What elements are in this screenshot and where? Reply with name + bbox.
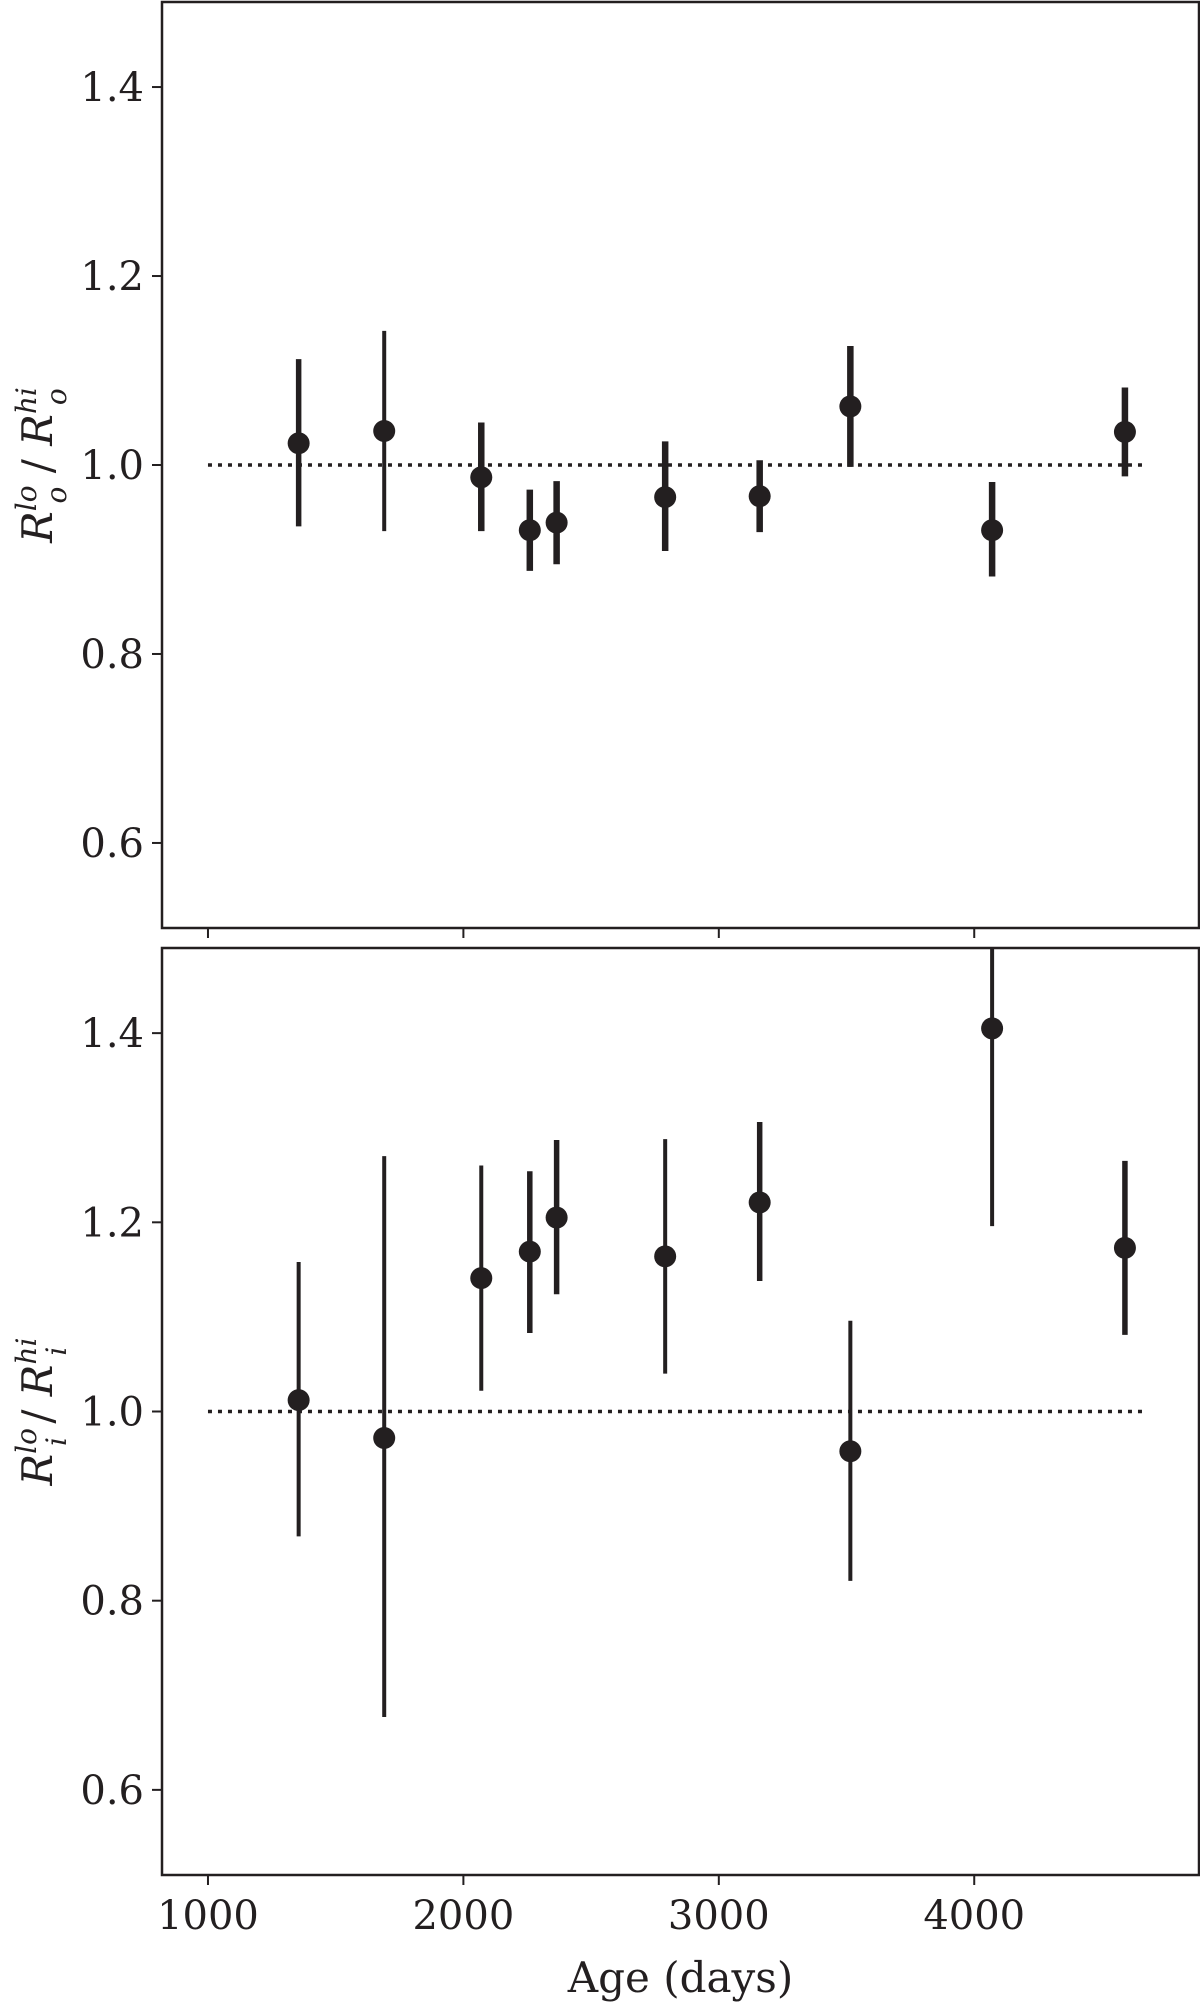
data-point (748, 485, 771, 508)
data-point (981, 1017, 1004, 1040)
y-tick-label: 1.4 (80, 65, 144, 111)
y-tick-label: 0.6 (80, 821, 144, 867)
data-point (470, 1267, 493, 1290)
axes-frame (160, 0, 1200, 930)
data-point (470, 466, 493, 489)
x-axis-label: Age (days) (567, 1953, 793, 2002)
data-point (518, 1240, 541, 1263)
data-point (1113, 420, 1136, 443)
y-tick-label: 0.8 (80, 632, 144, 678)
data-point (518, 519, 541, 542)
data-point (981, 519, 1004, 542)
y-tick-label: 1.0 (80, 1390, 144, 1436)
y-tick-label: 1.0 (80, 443, 144, 489)
top-panel: 0.6 0.8 1.0 1.2 1.4 Rloo / Rhio (10, 0, 1200, 938)
data-point (839, 395, 862, 418)
data-point (287, 432, 310, 455)
y-axis-label: Rloi / Rhii (10, 1338, 73, 1487)
data-point (373, 1426, 396, 1449)
data-point (654, 1245, 677, 1268)
data-point (545, 511, 568, 534)
data-point (839, 1440, 862, 1463)
y-tick-label: 1.2 (80, 254, 144, 300)
y-tick-label: 0.6 (80, 1768, 144, 1814)
x-tick-label: 2000 (412, 1893, 514, 1939)
data-point (1113, 1236, 1136, 1259)
data-point (545, 1206, 568, 1229)
data-point (373, 419, 396, 442)
x-tick-label: 3000 (668, 1893, 770, 1939)
data-point (748, 1191, 771, 1214)
axes-frame (160, 946, 1200, 1877)
data-point (654, 486, 677, 509)
y-tick-label: 1.2 (80, 1200, 144, 1246)
x-tick-label: 4000 (923, 1893, 1025, 1939)
x-tick-label: 1000 (157, 1893, 259, 1939)
y-axis-label: Rloo / Rhio (10, 387, 73, 544)
bottom-panel: 0.6 0.8 1.0 1.2 1.4 1000 2000 3000 4000 Rloi / Rh… (10, 946, 1200, 2002)
y-tick-label: 0.8 (80, 1579, 144, 1625)
y-tick-label: 1.4 (80, 1011, 144, 1057)
data-point (287, 1389, 310, 1412)
